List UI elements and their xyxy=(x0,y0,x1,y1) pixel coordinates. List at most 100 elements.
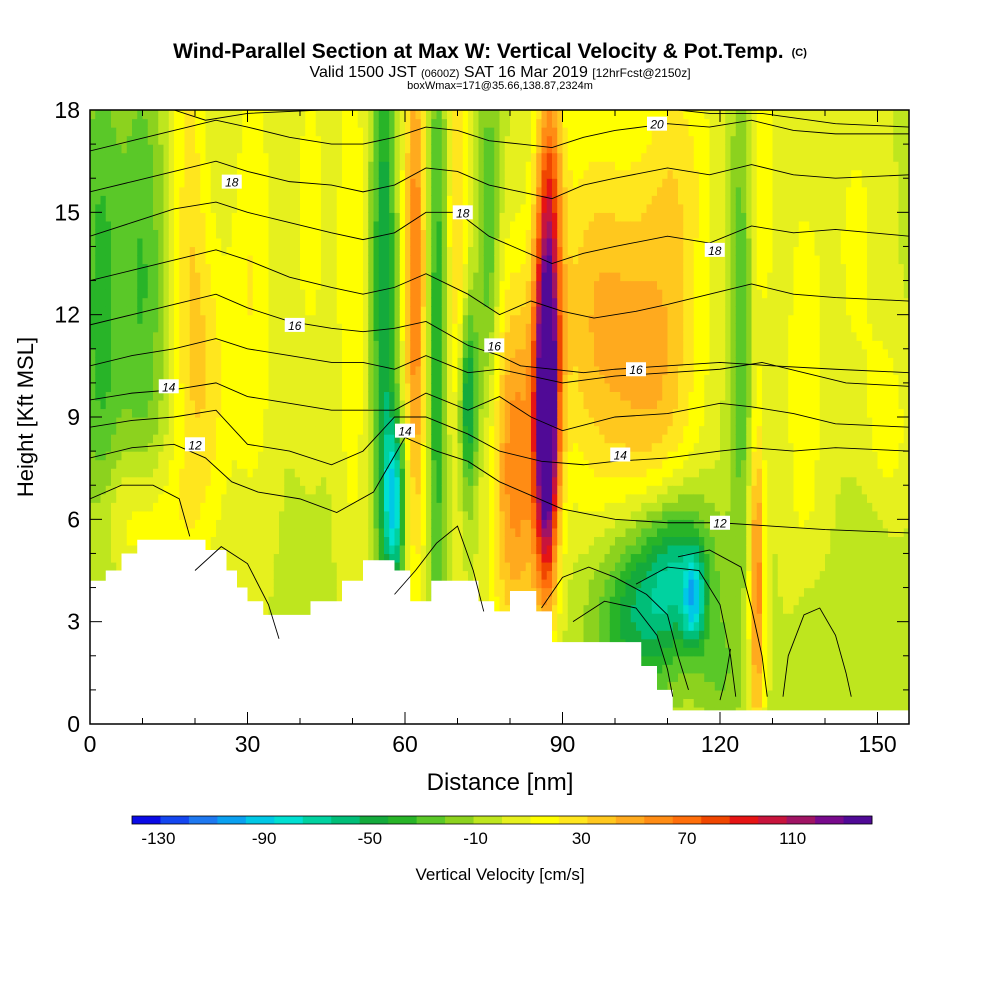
w-cell xyxy=(205,519,212,529)
w-cell xyxy=(100,459,107,469)
w-cell xyxy=(100,297,107,307)
w-cell xyxy=(226,417,233,427)
w-cell xyxy=(352,203,359,213)
w-cell xyxy=(441,434,448,444)
w-cell xyxy=(174,408,180,418)
w-cell xyxy=(105,391,112,401)
w-cell xyxy=(373,374,380,384)
w-cell xyxy=(363,408,369,418)
w-cell xyxy=(158,195,165,205)
w-cell xyxy=(210,203,217,213)
w-cell xyxy=(174,297,180,307)
w-cell xyxy=(247,536,254,546)
w-cell xyxy=(342,527,348,537)
w-cell xyxy=(331,135,338,145)
w-cell xyxy=(273,408,280,418)
w-cell xyxy=(105,374,112,384)
w-cell xyxy=(242,425,249,435)
w-cell xyxy=(179,203,186,213)
w-cell xyxy=(394,186,401,196)
w-cell xyxy=(273,203,280,213)
w-cell xyxy=(263,161,270,171)
w-cell xyxy=(90,399,96,410)
w-cell xyxy=(121,118,128,128)
w-cell xyxy=(237,161,243,171)
w-cell xyxy=(210,408,217,418)
w-cell xyxy=(331,374,338,384)
w-cell xyxy=(273,323,280,333)
w-cell xyxy=(273,263,280,273)
w-cell xyxy=(310,485,317,495)
w-cell xyxy=(237,297,243,307)
w-cell xyxy=(310,195,317,205)
w-cell xyxy=(384,544,390,555)
w-cell xyxy=(247,587,254,597)
w-cell xyxy=(273,374,280,384)
w-cell xyxy=(168,323,175,333)
w-cell xyxy=(153,348,159,358)
w-cell xyxy=(126,144,133,154)
w-cell xyxy=(231,417,238,427)
w-cell xyxy=(347,408,354,418)
w-cell xyxy=(252,246,259,256)
w-cell xyxy=(384,502,390,512)
w-cell xyxy=(357,314,364,324)
w-cell xyxy=(231,118,238,128)
w-cell xyxy=(195,203,201,213)
w-cell xyxy=(405,203,411,213)
w-cell xyxy=(347,110,354,120)
w-cell xyxy=(384,365,390,375)
w-cell xyxy=(368,340,375,350)
w-cell xyxy=(184,476,191,486)
w-cell xyxy=(394,203,401,213)
w-cell xyxy=(100,246,107,256)
w-cell xyxy=(363,203,369,213)
w-cell xyxy=(399,553,406,563)
w-cell xyxy=(279,272,285,282)
w-cell xyxy=(441,272,448,282)
w-cell xyxy=(116,536,123,546)
w-cell xyxy=(121,314,128,324)
w-cell xyxy=(231,374,238,384)
w-cell xyxy=(284,118,291,128)
w-cell xyxy=(105,314,112,324)
w-cell xyxy=(378,246,385,256)
w-cell xyxy=(210,263,217,273)
w-cell xyxy=(126,425,133,435)
w-cell xyxy=(415,306,422,316)
w-cell xyxy=(221,127,228,137)
w-cell xyxy=(436,561,443,572)
w-cell xyxy=(237,289,243,299)
w-cell xyxy=(242,127,249,137)
w-cell xyxy=(121,502,128,512)
w-cell xyxy=(95,118,102,128)
w-cell xyxy=(294,254,301,265)
w-cell xyxy=(378,118,385,128)
w-cell xyxy=(210,127,217,137)
w-cell xyxy=(378,493,385,503)
w-cell xyxy=(405,314,411,324)
w-cell xyxy=(431,425,438,435)
w-cell xyxy=(389,144,396,154)
w-cell xyxy=(384,306,390,316)
w-cell xyxy=(258,272,264,282)
w-cell xyxy=(389,203,396,213)
w-cell xyxy=(258,553,264,563)
w-cell xyxy=(284,161,291,171)
w-cell xyxy=(279,323,285,333)
w-cell xyxy=(231,357,238,367)
w-cell xyxy=(184,246,191,256)
w-cell xyxy=(426,357,432,367)
w-cell xyxy=(184,254,191,265)
w-cell xyxy=(363,110,369,120)
w-cell xyxy=(174,485,180,495)
w-cell xyxy=(174,263,180,273)
w-cell xyxy=(305,144,312,154)
w-cell xyxy=(384,340,390,350)
w-cell xyxy=(347,468,354,478)
w-cell xyxy=(347,442,354,452)
w-cell xyxy=(95,382,102,393)
w-cell xyxy=(394,417,401,427)
w-cell xyxy=(289,212,296,222)
w-cell xyxy=(289,570,296,580)
